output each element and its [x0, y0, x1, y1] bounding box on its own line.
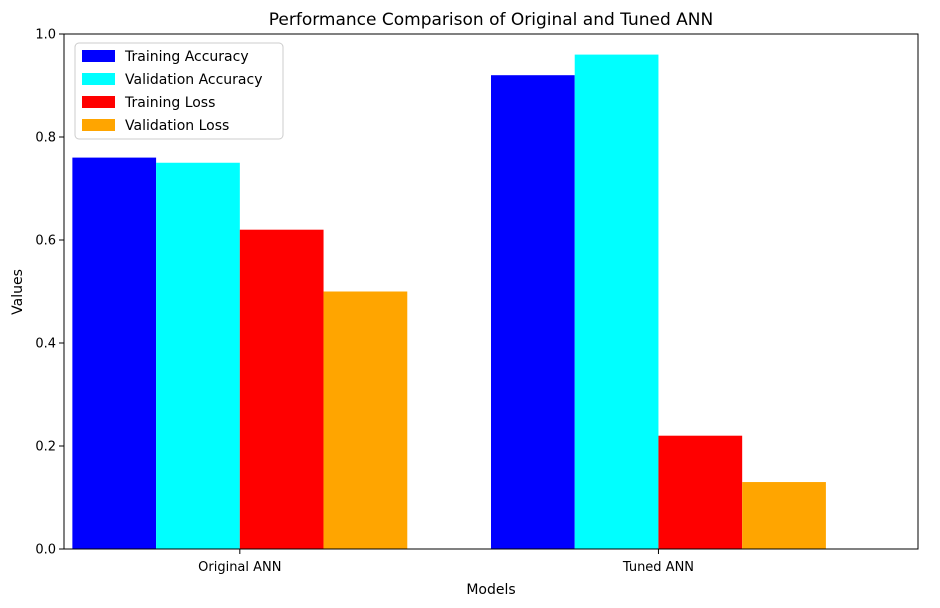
y-tick-label: 0.4	[35, 337, 56, 352]
x-axis-label: Models	[466, 582, 515, 598]
legend-label: Training Loss	[124, 95, 215, 111]
x-tick-label: Tuned ANN	[622, 560, 694, 575]
y-tick-label: 0.0	[35, 543, 56, 558]
legend-swatch	[82, 96, 115, 108]
x-axis: Original ANN Tuned ANN	[198, 549, 694, 575]
bar-validation-loss-tuned-ann	[742, 482, 826, 549]
legend-swatch	[82, 73, 115, 85]
bar-training-loss-original-ann	[239, 229, 324, 549]
y-axis-label: Values	[10, 269, 26, 315]
x-tick-label: Original ANN	[198, 560, 281, 575]
legend-label: Training Accuracy	[124, 49, 249, 65]
bar-training-accuracy-tuned-ann	[491, 75, 575, 549]
y-tick-label: 1.0	[35, 28, 56, 43]
bar-training-accuracy-original-ann	[72, 157, 157, 549]
legend-label: Validation Accuracy	[125, 72, 263, 88]
legend-box	[74, 42, 284, 140]
legend-swatch	[82, 119, 115, 131]
plot-frame	[63, 33, 919, 550]
legend: Training Accuracy Validation Accuracy Trai…	[74, 42, 284, 140]
y-tick-label: 0.2	[35, 440, 56, 455]
chart-title: Performance Comparison of Original and T…	[269, 10, 714, 30]
y-axis: 0.0 0.2 0.4 0.6 0.8 1.0	[35, 28, 64, 558]
bar-training-loss-tuned-ann	[658, 435, 743, 549]
bar-validation-loss-original-ann	[323, 291, 408, 549]
y-tick-label: 0.8	[35, 131, 56, 146]
legend-swatch	[82, 50, 115, 62]
legend-label: Validation Loss	[125, 118, 229, 134]
bar-validation-accuracy-original-ann	[156, 162, 240, 549]
y-tick-label: 0.6	[35, 234, 56, 249]
bars-group	[72, 54, 826, 549]
bar-validation-accuracy-tuned-ann	[574, 54, 659, 549]
